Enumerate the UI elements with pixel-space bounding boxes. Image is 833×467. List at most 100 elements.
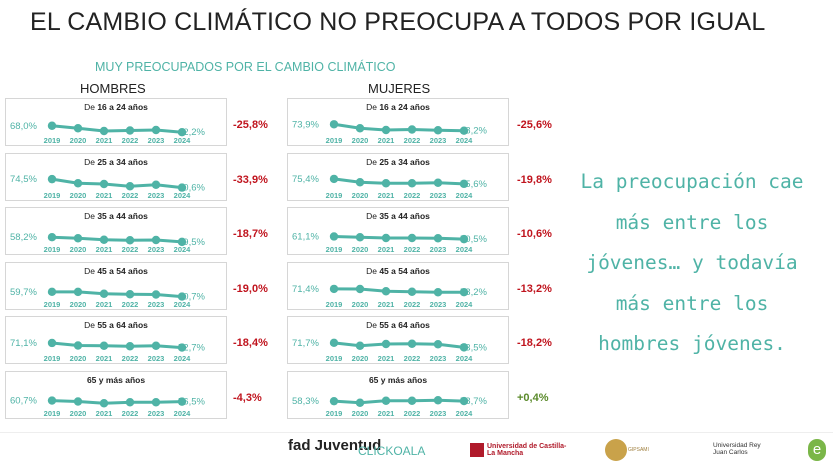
data-label-first: 60,7% <box>10 396 37 407</box>
data-point <box>355 284 365 294</box>
data-label-last: 48,2% <box>460 126 487 137</box>
panel-title: De 45 a 54 años <box>84 266 148 276</box>
data-point <box>381 339 391 349</box>
x-tick-label: 2019 <box>326 136 343 145</box>
data-point <box>47 233 57 242</box>
data-point <box>47 396 57 405</box>
data-point <box>125 342 135 351</box>
x-tick-label: 2022 <box>404 409 421 418</box>
data-label-first: 74,5% <box>10 174 37 185</box>
x-tick-label: 2020 <box>70 354 87 363</box>
data-point <box>99 399 109 408</box>
change-label: -33,9% <box>233 174 268 186</box>
data-point <box>73 179 83 188</box>
series-line <box>51 177 183 190</box>
x-tick-label: 2023 <box>148 354 165 363</box>
x-tick-label: 2024 <box>456 191 474 200</box>
x-tick-label: 2022 <box>122 409 139 418</box>
column-header-women: MUJERES <box>368 81 431 96</box>
logo-clickoala: CLICKOALA <box>358 444 426 458</box>
data-point <box>99 341 109 350</box>
data-point <box>407 125 417 134</box>
change-label: -18,2% <box>517 337 552 349</box>
x-tick-label: 2021 <box>378 245 395 254</box>
change-label: -4,3% <box>233 392 262 404</box>
x-tick-label: 2023 <box>148 245 165 254</box>
data-point <box>151 341 161 350</box>
data-point <box>99 235 109 244</box>
x-tick-label: 2024 <box>174 300 192 309</box>
data-point <box>73 287 83 297</box>
data-label-last: 53,5% <box>460 342 487 353</box>
data-point <box>125 126 135 135</box>
data-label-last: 58,7% <box>460 396 487 407</box>
x-tick-label: 2022 <box>404 245 421 254</box>
x-tick-label: 2024 <box>456 245 474 254</box>
x-tick-label: 2021 <box>378 409 395 418</box>
data-point <box>151 398 161 407</box>
x-tick-label: 2020 <box>352 300 369 309</box>
data-point <box>47 174 57 184</box>
data-point <box>151 180 161 189</box>
data-point <box>177 183 187 192</box>
data-point <box>47 338 57 348</box>
data-label-last: 42,2% <box>178 127 205 138</box>
data-point <box>329 284 339 294</box>
data-point <box>381 125 391 135</box>
data-label-last: 39,5% <box>178 237 205 248</box>
data-point <box>459 126 469 135</box>
panel-title: De 25 a 34 años <box>84 157 148 167</box>
series-line <box>333 398 465 405</box>
data-point <box>459 288 469 297</box>
data-label-last: 40,7% <box>178 292 205 303</box>
x-tick-label: 2020 <box>70 191 87 200</box>
panel-title: 65 y más años <box>368 375 428 385</box>
chart-subtitle: MUY PREOCUPADOS POR EL CAMBIO CLIMÁTICO <box>95 60 396 74</box>
data-point <box>381 179 391 188</box>
data-label-first: 75,4% <box>292 174 319 185</box>
x-tick-label: 2023 <box>430 354 447 363</box>
data-point <box>355 341 365 350</box>
data-point <box>433 234 443 243</box>
change-label: -10,6% <box>517 228 552 240</box>
panel-mujeres-1: De 25 a 34 años 2019 2020 2021 2022 2023 2024 7… <box>287 153 509 201</box>
x-tick-label: 2022 <box>404 136 421 145</box>
data-point <box>381 287 391 296</box>
series-line <box>333 234 465 241</box>
logo-gipsami-tree-icon <box>605 439 627 461</box>
x-tick-label: 2022 <box>122 300 139 309</box>
panel-hombres-0: De 16 a 24 años 2019 2020 2021 2022 2023 2024 6… <box>5 98 227 146</box>
panel-mujeres-0: De 16 a 24 años 2019 2020 2021 2022 2023 2024 7… <box>287 98 509 146</box>
data-label-first: 58,3% <box>292 396 319 407</box>
data-label-last: 55,6% <box>460 179 487 190</box>
data-label-last: 50,5% <box>460 234 487 245</box>
logo-uclm: Universidad de Castilla-La Mancha <box>470 443 567 457</box>
x-tick-label: 2024 <box>174 136 192 145</box>
data-label-last: 40,6% <box>178 183 205 194</box>
change-label: +0,4% <box>517 392 549 404</box>
data-point <box>99 126 109 136</box>
x-tick-label: 2023 <box>148 409 165 418</box>
x-tick-label: 2021 <box>378 136 395 145</box>
data-point <box>433 396 443 405</box>
x-tick-label: 2019 <box>326 300 343 309</box>
x-tick-label: 2021 <box>378 354 395 363</box>
change-label: -13,2% <box>517 283 552 295</box>
x-tick-label: 2020 <box>352 409 369 418</box>
x-tick-label: 2021 <box>96 354 113 363</box>
x-tick-label: 2021 <box>96 191 113 200</box>
x-tick-label: 2020 <box>70 245 87 254</box>
data-label-last: 58,2% <box>460 287 487 298</box>
x-tick-label: 2022 <box>404 191 421 200</box>
x-tick-label: 2019 <box>44 191 61 200</box>
data-point <box>73 397 83 406</box>
page-title: EL CAMBIO CLIMÁTICO NO PREOCUPA A TODOS … <box>30 8 766 36</box>
x-tick-label: 2022 <box>122 245 139 254</box>
x-tick-label: 2024 <box>174 409 192 418</box>
x-tick-label: 2023 <box>430 245 447 254</box>
data-point <box>381 396 391 405</box>
data-point <box>329 232 339 241</box>
x-tick-label: 2023 <box>430 136 447 145</box>
change-label: -25,6% <box>517 119 552 131</box>
data-point <box>355 124 365 133</box>
